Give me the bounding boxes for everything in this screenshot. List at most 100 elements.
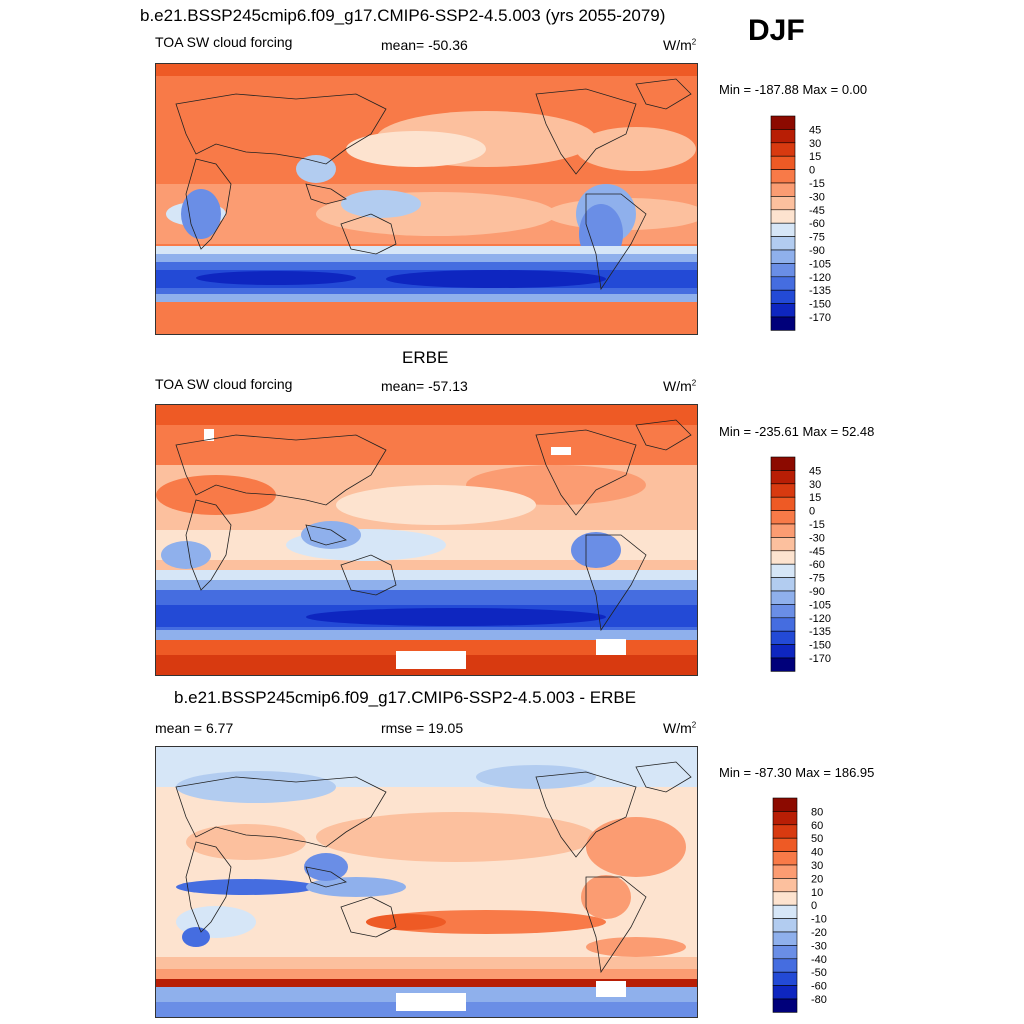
panel3-colorbar-swatch	[772, 945, 798, 960]
panel2-colorbar-tick-label: -60	[809, 559, 825, 571]
panel2-colorbar-tick-label: 45	[809, 465, 821, 477]
panel3-colorbar-tick-label: -60	[811, 981, 827, 993]
panel1-colorbar-tick-label: -30	[809, 191, 825, 203]
panel3-colorbar-tick-label: -10	[811, 914, 827, 926]
panel2-colorbar-swatch	[770, 456, 796, 471]
panel2-colorbar-swatch	[770, 483, 796, 498]
panel2-colorbar-tick-label: -150	[809, 640, 831, 652]
panel3-colorbar-swatch	[772, 824, 798, 839]
panel3-colorbar-tick-label: 40	[811, 847, 823, 859]
panel1-colorbar-swatch	[770, 196, 796, 211]
panel1-contour-field	[156, 64, 697, 334]
panel2-minmax: Min = -235.61 Max = 52.48	[719, 424, 875, 439]
panel2-field-label: TOA SW cloud forcing	[155, 376, 293, 392]
panel2-colorbar-tick-label: -105	[809, 599, 831, 611]
panel3-colorbar-tick-label: 50	[811, 833, 823, 845]
panel1-colorbar-tick-label: -45	[809, 205, 825, 217]
panel1-colorbar-tick-label: -170	[809, 312, 831, 324]
panel2-colorbar-tick-label: -120	[809, 613, 831, 625]
panel1-colorbar-swatch	[770, 129, 796, 144]
panel3-map	[155, 746, 698, 1018]
panel1-units: W/m2	[663, 37, 697, 53]
panel3-colorbar-swatch	[772, 797, 798, 812]
panel1-minmax: Min = -187.88 Max = 0.00	[719, 82, 868, 97]
panel3-colorbar-swatch	[772, 931, 798, 946]
panel1-colorbar-tick-label: 30	[809, 138, 821, 150]
panel2-contour-field	[156, 405, 697, 675]
panel1-colorbar-swatch	[770, 169, 796, 184]
panel3-units: W/m2	[663, 720, 697, 736]
panel2-colorbar-tick-label: -170	[809, 653, 831, 665]
panel2-colorbar-swatch	[770, 523, 796, 538]
panel3-colorbar-swatch	[772, 971, 798, 986]
panel3-colorbar-tick-label: -50	[811, 967, 827, 979]
panel2-colorbar-tick-label: -15	[809, 519, 825, 531]
panel3-colorbar-swatch	[772, 904, 798, 919]
panel1-colorbar-tick-label: -120	[809, 272, 831, 284]
panel2-colorbar-swatch	[770, 657, 796, 672]
panel2-title: ERBE	[402, 348, 449, 367]
panel1-colorbar-swatch	[770, 249, 796, 264]
panel3-colorbar-tick-label: 0	[811, 900, 817, 912]
panel1-colorbar-tick-label: -105	[809, 258, 831, 270]
panel2-colorbar-tick-label: -30	[809, 532, 825, 544]
panel2-mean: mean= -57.13	[381, 378, 468, 394]
panel1-colorbar-tick-label: 45	[809, 124, 821, 136]
season-label: DJF	[748, 14, 805, 47]
panel3-colorbar-swatch	[772, 985, 798, 1000]
panel1-colorbar-swatch	[770, 142, 796, 157]
panel2-colorbar-tick-label: -45	[809, 546, 825, 558]
panel3-colorbar-tick-label: 20	[811, 873, 823, 885]
panel3-colorbar-tick-label: 10	[811, 887, 823, 899]
panel3-colorbar-tick-label: -20	[811, 927, 827, 939]
panel1-colorbar-swatch	[770, 303, 796, 318]
panel2-colorbar-swatch	[770, 644, 796, 659]
panel1-field-label: TOA SW cloud forcing	[155, 34, 293, 50]
panel2-colorbar-swatch	[770, 630, 796, 645]
panel1-title: b.e21.BSSP245cmip6.f09_g17.CMIP6-SSP2-4.…	[140, 6, 666, 25]
panel1-colorbar-tick-label: 0	[809, 165, 815, 177]
panel1-colorbar-tick-label: -150	[809, 299, 831, 311]
panel1-colorbar-tick-label: -90	[809, 245, 825, 257]
panel3-colorbar-tick-label: 80	[811, 806, 823, 818]
panel3-colorbar-swatch	[772, 918, 798, 933]
panel3-colorbar-tick-label: -40	[811, 954, 827, 966]
panel1-colorbar-tick-label: -75	[809, 232, 825, 244]
panel3-colorbar-tick-label: -30	[811, 940, 827, 952]
panel2-colorbar-tick-label: 0	[809, 506, 815, 518]
panel2-colorbar-swatch	[770, 510, 796, 525]
panel1-colorbar-tick-label: -15	[809, 178, 825, 190]
panel1-colorbar-swatch	[770, 209, 796, 224]
panel2-colorbar-swatch	[770, 604, 796, 619]
panel3-colorbar-swatch	[772, 891, 798, 906]
panel2-units: W/m2	[663, 378, 697, 394]
panel2-colorbar-tick-label: 30	[809, 479, 821, 491]
panel3-colorbar-tick-label: -80	[811, 994, 827, 1006]
panel1-colorbar-swatch	[770, 263, 796, 278]
panel1-colorbar: 45 30 15 0 -15 -30 -45 -60 -75 -90 -105 -120 -135 -15…	[770, 115, 861, 331]
panel2-colorbar-tick-label: 15	[809, 492, 821, 504]
panel2-colorbar-swatch	[770, 590, 796, 605]
panel2-colorbar-swatch	[770, 617, 796, 632]
panel1-colorbar-swatch	[770, 276, 796, 291]
panel1-colorbar-swatch	[770, 316, 796, 331]
panel2-colorbar-swatch	[770, 563, 796, 578]
panel2-colorbar-tick-label: -135	[809, 626, 831, 638]
panel3-colorbar-tick-label: 60	[811, 820, 823, 832]
panel1-colorbar-tick-label: -135	[809, 285, 831, 297]
panel3-colorbar-tick-label: 30	[811, 860, 823, 872]
panel3-colorbar-swatch	[772, 958, 798, 973]
panel3-colorbar-swatch	[772, 811, 798, 826]
panel2-colorbar-swatch	[770, 550, 796, 565]
panel1-colorbar-tick-label: -60	[809, 218, 825, 230]
panel1-mean: mean= -50.36	[381, 37, 468, 53]
panel3-mean: mean = 6.77	[155, 720, 234, 736]
panel3-colorbar: 80 60 50 40 30 20 10 0 -10 -20 -30 -40 -50 -60 -80	[772, 797, 863, 1013]
panel1-colorbar-tick-label: 15	[809, 151, 821, 163]
panel3-contour-field	[156, 747, 697, 1017]
panel2-colorbar-swatch	[770, 537, 796, 552]
panel3-title: b.e21.BSSP245cmip6.f09_g17.CMIP6-SSP2-4.…	[174, 688, 637, 707]
panel2-colorbar-tick-label: -75	[809, 573, 825, 585]
panel3-rmse: rmse = 19.05	[381, 720, 464, 736]
panel3-minmax: Min = -87.30 Max = 186.95	[719, 765, 875, 780]
